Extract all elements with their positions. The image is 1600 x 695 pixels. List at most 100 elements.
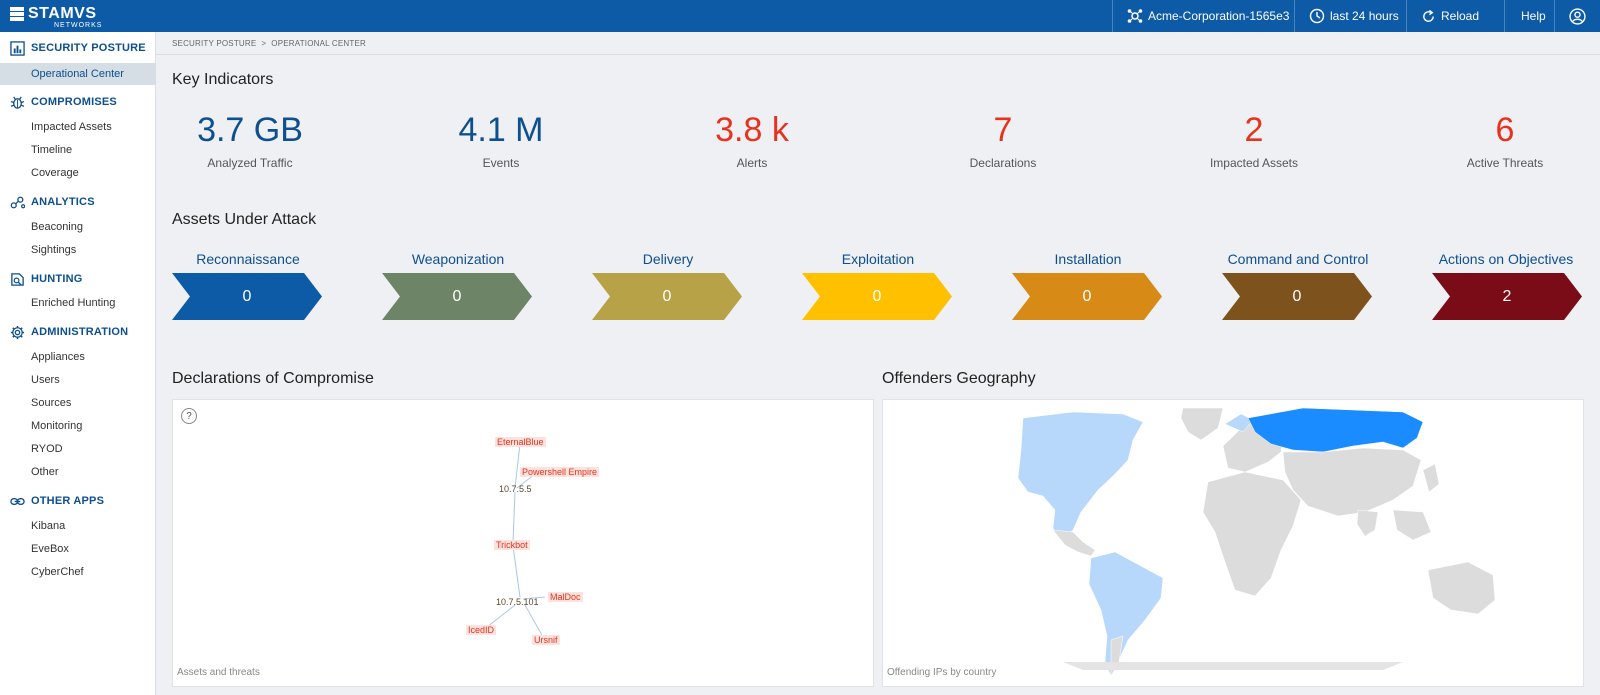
graph-node-threat[interactable]: Trickbot: [494, 540, 530, 550]
nav-section-security-posture[interactable]: SECURITY POSTURE: [0, 38, 156, 58]
graph-node-threat[interactable]: MalDoc: [548, 592, 583, 602]
help-button[interactable]: Help: [1504, 0, 1554, 32]
kpi-analyzed-traffic[interactable]: 3.7 GB Analyzed Traffic: [170, 108, 330, 170]
clock-icon: [1309, 8, 1325, 24]
nav-section-other-apps[interactable]: OTHER APPS: [0, 491, 156, 511]
kpi-label: Events: [482, 156, 520, 170]
kpi-value: 3.8 k: [715, 111, 789, 149]
phase-label-command-and-control: Command and Control: [1227, 251, 1369, 267]
top-bar: STAMVS NETWORKS Acme-Corporation-1565e3 …: [0, 0, 1600, 32]
kpi-label: Alerts: [736, 156, 768, 170]
sidebar-item-sightings[interactable]: Sightings: [31, 244, 77, 256]
nav-section-hunting[interactable]: HUNTING: [0, 269, 156, 289]
kpi-active-threats[interactable]: 6 Active Threats: [1425, 108, 1585, 170]
tenant-name: Acme-Corporation-1565e3: [1148, 9, 1290, 23]
phase-arrow-exploitation[interactable]: 0: [802, 273, 952, 320]
breadcrumb-parent[interactable]: SECURITY POSTURE: [172, 39, 257, 48]
key-indicators-title: Key Indicators: [172, 71, 274, 88]
sidebar-item-impacted-assets[interactable]: Impacted Assets: [31, 121, 112, 133]
sidebar-item-monitoring[interactable]: Monitoring: [31, 420, 83, 432]
bug-icon: [10, 96, 25, 109]
nav-section-label: ADMINISTRATION: [31, 326, 129, 338]
graph-node-asset[interactable]: 10.7.5.5: [499, 484, 532, 494]
sidebar-item-evebox[interactable]: EveBox: [31, 543, 69, 555]
gear-icon: [10, 325, 25, 339]
phase-arrow-installation[interactable]: 0: [1012, 273, 1162, 320]
country-south-america[interactable]: [1088, 551, 1164, 677]
sidebar-item-operational-center[interactable]: Operational Center: [0, 63, 156, 85]
time-range-selector[interactable]: last 24 hours: [1294, 0, 1406, 32]
nav-section-analytics[interactable]: ANALYTICS: [0, 192, 156, 212]
reload-button[interactable]: Reload: [1406, 0, 1504, 32]
geography-panel: Offending IPs by country: [882, 399, 1584, 687]
brand-sub: NETWORKS: [54, 22, 103, 29]
phase-arrow-reconnaissance[interactable]: 0: [172, 273, 322, 320]
nav-section-label: ANALYTICS: [31, 196, 95, 208]
graph-node-threat[interactable]: Powershell Empire: [520, 467, 600, 477]
phase-label-installation: Installation: [1054, 251, 1122, 267]
reload-label: Reload: [1441, 9, 1480, 23]
help-label: Help: [1521, 9, 1546, 23]
sidebar-item-sources[interactable]: Sources: [31, 397, 72, 409]
time-range-label: last 24 hours: [1330, 9, 1399, 23]
phase-label-actions-on-objectives: Actions on Objectives: [1438, 251, 1574, 267]
sidebar-item-other[interactable]: Other: [31, 466, 59, 478]
logo-icon: [10, 7, 24, 21]
kpi-declarations[interactable]: 7 Declarations: [923, 108, 1083, 170]
assets-under-attack-title: Assets Under Attack: [172, 211, 317, 228]
sidebar-item-ryod[interactable]: RYOD: [31, 443, 63, 455]
kpi-value: 6: [1495, 111, 1515, 149]
analytics-icon: [10, 196, 25, 208]
phase-arrow-command-and-control[interactable]: 0: [1222, 273, 1372, 320]
graph-node-threat[interactable]: EternalBlue: [495, 437, 546, 447]
graph-node-asset[interactable]: 10.7.5.101: [496, 597, 539, 607]
kpi-impacted-assets[interactable]: 2 Impacted Assets: [1174, 108, 1334, 170]
phase-label-delivery: Delivery: [642, 251, 694, 267]
geography-title: Offenders Geography: [882, 370, 1036, 387]
sidebar-item-cyberchef[interactable]: CyberChef: [31, 566, 84, 578]
country-russia[interactable]: [1247, 407, 1424, 453]
brand-name: STAMVS: [28, 5, 97, 22]
user-menu-button[interactable]: [1554, 0, 1600, 32]
phase-label-exploitation: Exploitation: [841, 251, 915, 267]
country-usa-canada[interactable]: [1017, 411, 1144, 541]
chart-icon: [10, 40, 25, 56]
nav-section-label: OTHER APPS: [31, 495, 105, 507]
sidebar: SECURITY POSTURE Operational Center COMP…: [0, 32, 156, 695]
declarations-caption: Assets and threats: [177, 667, 260, 678]
kpi-label: Analyzed Traffic: [207, 156, 293, 170]
breadcrumb-separator: >: [261, 39, 267, 48]
nav-section-administration[interactable]: ADMINISTRATION: [0, 322, 156, 342]
declarations-title: Declarations of Compromise: [172, 370, 374, 387]
stamus-logo[interactable]: STAMVS NETWORKS: [10, 5, 160, 29]
breadcrumb-current: OPERATIONAL CENTER: [271, 39, 367, 48]
phase-label-reconnaissance: Reconnaissance: [196, 251, 300, 267]
sidebar-item-beaconing[interactable]: Beaconing: [31, 221, 83, 233]
nav-section-compromises[interactable]: COMPROMISES: [0, 92, 156, 112]
nav-section-label: COMPROMISES: [31, 96, 117, 108]
phase-arrow-delivery[interactable]: 0: [592, 273, 742, 320]
breadcrumb-divider: [156, 54, 1600, 55]
help-icon[interactable]: ?: [181, 408, 197, 424]
phase-arrow-weaponization[interactable]: 0: [382, 273, 532, 320]
kpi-value: 7: [993, 111, 1013, 149]
geography-caption: Offending IPs by country: [887, 667, 997, 678]
sidebar-item-users[interactable]: Users: [31, 374, 60, 386]
sidebar-item-timeline[interactable]: Timeline: [31, 144, 73, 156]
sidebar-item-enriched-hunting[interactable]: Enriched Hunting: [31, 297, 116, 309]
graph-node-threat[interactable]: Ursnif: [532, 635, 560, 645]
phase-arrow-actions-on-objectives[interactable]: 2: [1432, 273, 1582, 320]
reload-icon: [1423, 9, 1434, 22]
sidebar-item-kibana[interactable]: Kibana: [31, 520, 66, 532]
tenant-selector[interactable]: Acme-Corporation-1565e3: [1112, 0, 1294, 32]
graph-node-threat[interactable]: IcedID: [466, 625, 497, 635]
world-map: [1017, 407, 1496, 677]
sidebar-item-appliances[interactable]: Appliances: [31, 351, 85, 363]
kpi-events[interactable]: 4.1 M Events: [421, 108, 581, 170]
user-icon: [1569, 7, 1586, 25]
sidebar-item-coverage[interactable]: Coverage: [31, 167, 79, 179]
kpi-alerts[interactable]: 3.8 k Alerts: [672, 108, 832, 170]
kpi-value: 3.7 GB: [197, 111, 303, 149]
assets-threats-graph-links: [486, 443, 546, 638]
link-icon: [10, 497, 25, 505]
